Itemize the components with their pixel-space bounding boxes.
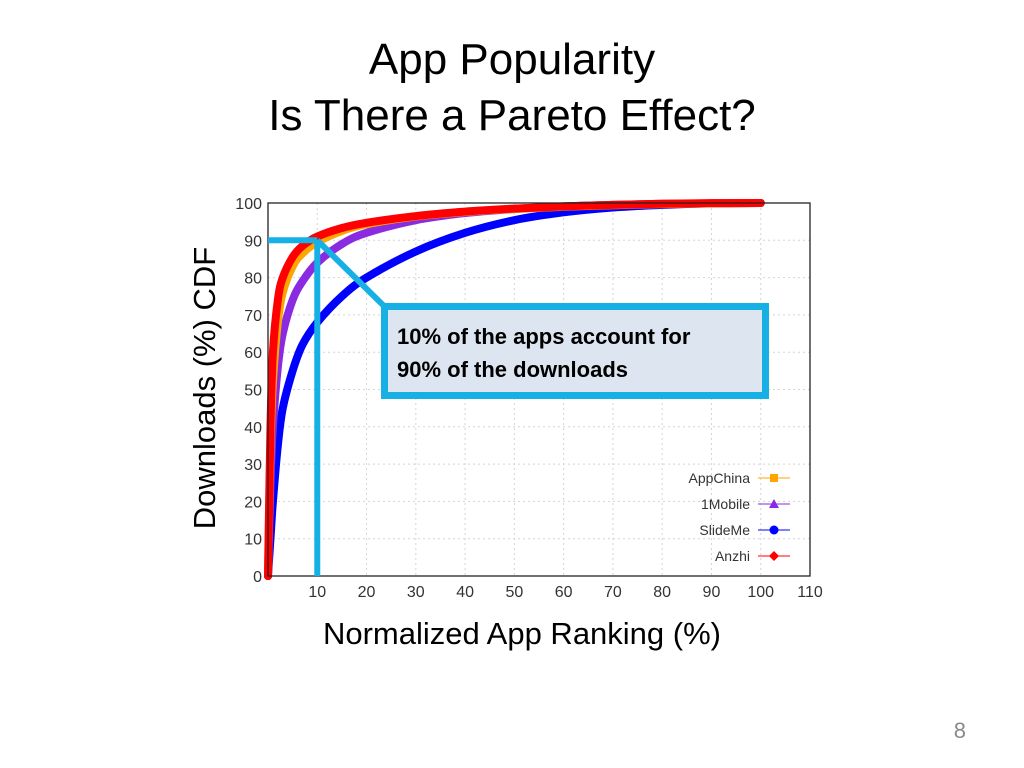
legend-marker-1mobile [769,499,779,508]
x-tick-label: 80 [653,584,671,601]
legend-label-appchina: AppChina [689,470,751,486]
x-tick-label: 40 [456,584,474,601]
x-tick-label: 70 [604,584,622,601]
y-tick-label: 80 [244,271,262,288]
page-number: 8 [953,718,966,743]
y-tick-label: 40 [244,420,262,437]
y-tick-label: 70 [244,308,262,325]
x-tick-label: 50 [505,584,523,601]
legend-marker-anzhi [769,551,779,561]
x-tick-label: 10 [308,584,326,601]
series-line-anzhi [264,199,765,580]
legend-label-1mobile: 1Mobile [701,496,750,512]
slide-title-line2: Is There a Pareto Effect? [268,91,756,140]
callout-box: 10% of the apps account for 90% of the d… [381,303,769,399]
callout-line1: 10% of the apps account for [397,324,691,349]
x-tick-label: 110 [797,584,823,601]
y-tick-label: 10 [244,532,262,549]
y-tick-label: 60 [244,345,262,362]
slide-title-line1: App Popularity [368,35,656,84]
x-tick-label: 30 [407,584,425,601]
callout-pointer-line [315,238,387,309]
x-tick-label: 100 [747,584,774,601]
legend-marker-appchina [770,474,778,482]
y-axis-title: Downloads (%) CDF [187,246,222,530]
legend-label-anzhi: Anzhi [715,548,750,564]
y-tick-label: 30 [244,457,262,474]
x-tick-label: 60 [555,584,573,601]
x-tick-label: 20 [358,584,376,601]
y-tick-label: 50 [244,383,262,400]
callout-line2: 90% of the downloads [397,357,629,382]
y-tick-label: 0 [253,569,262,586]
slide-title: App Popularity Is There a Pareto Effect? [0,32,1024,144]
legend-marker-slideme [769,525,779,535]
plot-frame [267,202,811,577]
legend-label-slideme: SlideMe [699,522,750,538]
x-tick-label: 90 [703,584,721,601]
y-tick-label: 100 [235,196,262,213]
y-tick-label: 90 [244,233,262,250]
y-tick-label: 20 [244,494,262,511]
x-axis-title: Normalized App Ranking (%) [322,616,721,651]
